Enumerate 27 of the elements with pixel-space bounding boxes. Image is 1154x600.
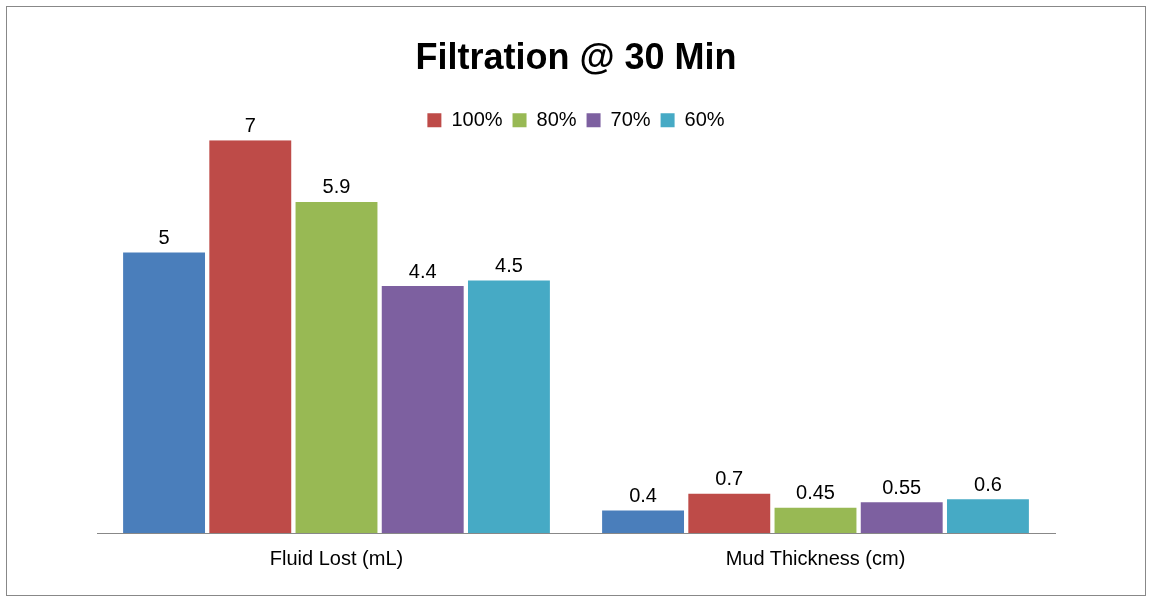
data-label: 0.55 xyxy=(882,475,922,498)
data-label: 0.45 xyxy=(796,481,835,504)
x-tick-label: Fluid Lost (mL) xyxy=(269,546,404,569)
data-label: 4.5 xyxy=(495,254,523,276)
legend-label: 80% xyxy=(536,107,577,130)
data-label: 0.6 xyxy=(974,472,1002,495)
bar xyxy=(688,493,771,533)
bar xyxy=(209,140,292,533)
bar xyxy=(381,286,464,533)
data-label: 0.7 xyxy=(715,467,744,490)
chart-title: Filtration @ 30 Min xyxy=(415,35,737,77)
legend-label: 70% xyxy=(610,107,651,130)
bar xyxy=(602,510,685,533)
data-label: 0.4 xyxy=(629,484,657,507)
bar xyxy=(860,502,943,533)
x-tick-label: Mud Thickness (cm) xyxy=(725,546,906,569)
data-label: 5.9 xyxy=(322,175,351,198)
legend-label: 60% xyxy=(684,107,725,130)
bar xyxy=(295,201,378,533)
bar xyxy=(946,499,1029,533)
data-label: 7 xyxy=(244,113,256,136)
data-label: 5 xyxy=(158,225,170,248)
legend-label: 100% xyxy=(451,107,503,130)
bar xyxy=(123,252,206,533)
bar xyxy=(774,507,857,533)
data-label: 4.4 xyxy=(408,259,437,282)
bar xyxy=(467,280,550,533)
